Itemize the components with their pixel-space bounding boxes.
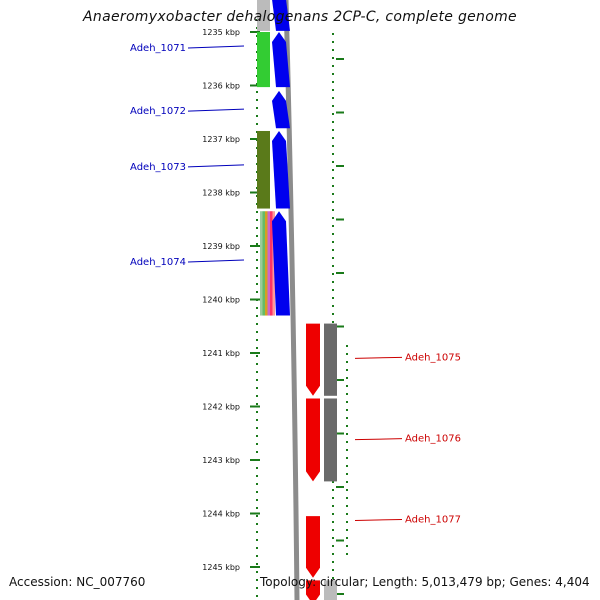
gene-adeh-1074-cog-stripe [270, 211, 273, 316]
axis-tick-label: 1240 kbp [202, 296, 240, 305]
gene-adeh-1074-label[interactable]: Adeh_1074 [130, 257, 186, 268]
gene-adeh-1074-cog-stripe [262, 211, 265, 316]
topology-text: Topology: circular; Length: 5,013,479 bp… [260, 575, 590, 589]
gene-adeh-1074-cog-stripe [272, 211, 275, 316]
axis-tick-label: 1238 kbp [202, 189, 240, 198]
gene-adeh-1072-label[interactable]: Adeh_1072 [130, 106, 186, 117]
axis-tick-label: 1237 kbp [202, 135, 240, 144]
gene-adeh-1072-leader [187, 108, 245, 112]
gene-adeh-1071-arrow[interactable] [272, 32, 290, 88]
gene-adeh-1074-leader [187, 259, 245, 263]
gene-adeh-1074-cog-stripe [265, 211, 268, 316]
gene-adeh-1078-cog-bar [324, 580, 337, 600]
gene-adeh-1074-cog-stripe [267, 211, 270, 316]
gene-adeh-1075-label[interactable]: Adeh_1075 [405, 352, 461, 363]
gene-adeh-1075-leader [354, 356, 403, 359]
gene-adeh-1073-cog-bar [257, 130, 270, 209]
kbp-axis: 1235 kbp 1236 kbp 1237 kbp 1238 kbp 1239 kbp… [202, 28, 344, 595]
gene-adeh-1073-arrow[interactable] [272, 130, 290, 209]
accession-text: Accession: NC_007760 [9, 575, 146, 589]
gene-adeh-1078-arrow[interactable] [306, 580, 320, 600]
gene-adeh-1071-cog-bar [257, 32, 270, 88]
axis-tick-label: 1241 kbp [202, 349, 240, 358]
gene-adeh-1070-arrow[interactable] [272, 0, 290, 31]
axis-tick-label: 1239 kbp [202, 242, 240, 251]
gene-adeh-1076-arrow[interactable] [306, 398, 320, 482]
gene-adeh-1076-leader [354, 438, 403, 441]
gene-adeh-1076-cog-bar [324, 398, 337, 482]
gene-adeh-1074-cog-stripe [260, 211, 263, 316]
gene-adeh-1077-label[interactable]: Adeh_1077 [405, 514, 461, 525]
gene-adeh-1070-cog-bar [257, 0, 270, 31]
axis-tick-label: 1242 kbp [202, 403, 240, 412]
axis-tick-label: 1245 kbp [202, 563, 240, 572]
axis-tick-label: 1244 kbp [202, 510, 240, 519]
gene-adeh-1071-label[interactable]: Adeh_1071 [130, 43, 186, 54]
axis-tick-label: 1236 kbp [202, 82, 240, 91]
gene-adeh-1077-arrow[interactable] [306, 516, 320, 578]
dotted-guide-lines [256, 19, 348, 600]
cog-feature-bars [257, 0, 337, 600]
map-title: Anaeromyxobacter dehalogenans 2CP-C, com… [83, 9, 517, 25]
gene-adeh-1071-leader [187, 45, 245, 49]
axis-tick-label: 1243 kbp [202, 456, 240, 465]
gene-adeh-1077-leader [354, 518, 403, 521]
gene-adeh-1072-arrow[interactable] [272, 90, 290, 129]
axis-tick-label: 1235 kbp [202, 28, 240, 37]
gene-labels: Adeh_1071 Adeh_1072 Adeh_1073 Adeh_1074 Adeh… [130, 43, 461, 525]
gene-adeh-1073-leader [187, 164, 245, 168]
gene-adeh-1075-cog-bar [324, 323, 337, 396]
gene-adeh-1074-arrow[interactable] [272, 211, 290, 316]
gene-arrows [272, 0, 320, 600]
gene-adeh-1076-label[interactable]: Adeh_1076 [405, 434, 461, 445]
gene-adeh-1073-label[interactable]: Adeh_1073 [130, 162, 186, 173]
gene-adeh-1075-arrow[interactable] [306, 323, 320, 396]
